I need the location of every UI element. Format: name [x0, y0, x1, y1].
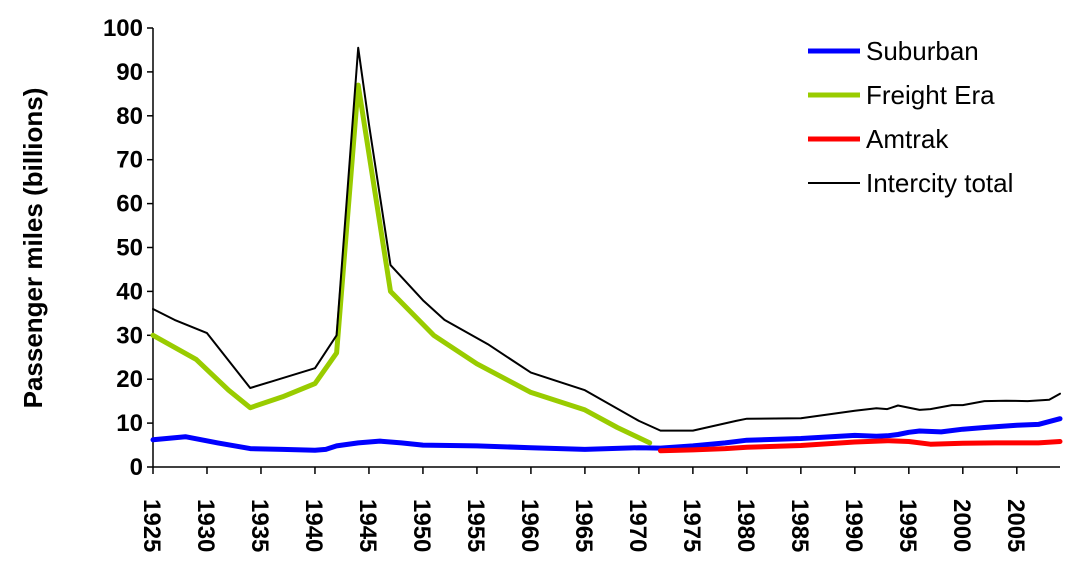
y-axis-label: Passenger miles (billions)	[18, 88, 48, 409]
y-tick-label: 70	[116, 147, 143, 174]
x-tick-label: 1940	[300, 499, 327, 552]
x-tick-label: 1985	[786, 499, 813, 552]
series-line-freight-era	[150, 82, 653, 446]
x-tick-label: 1955	[462, 499, 489, 552]
y-tick-label: 90	[116, 59, 143, 86]
x-tick-label: 1930	[192, 499, 219, 552]
x-tick-label: 1960	[516, 499, 543, 552]
x-tick-labels: 1925 1930 1935 1940 1945 1950 1955 1960 1965 1970…	[138, 499, 1029, 552]
series-line-amtrak	[658, 438, 1063, 454]
legend-label-intercity-total: Intercity total	[866, 168, 1013, 198]
x-tick-label: 1980	[732, 499, 759, 552]
x-tick-label: 1935	[246, 499, 273, 552]
x-tick-label: 2000	[948, 499, 975, 552]
x-tick-label: 2005	[1002, 499, 1029, 552]
y-tick-label: 40	[116, 278, 143, 305]
series-lines	[150, 46, 1063, 454]
x-tick-label: 1925	[138, 499, 165, 552]
y-tick-label: 10	[116, 410, 143, 437]
y-tick-label: 0	[130, 454, 143, 481]
y-tick-label: 20	[116, 366, 143, 393]
legend: Suburban Freight Era Amtrak Intercity total	[808, 36, 1013, 198]
y-tick-label: 50	[116, 235, 143, 262]
x-tick-label: 1970	[624, 499, 651, 552]
x-tick-label: 1950	[408, 499, 435, 552]
legend-label-amtrak: Amtrak	[866, 124, 949, 154]
legend-label-freight-era: Freight Era	[866, 80, 995, 110]
x-tick-label: 1945	[354, 499, 381, 552]
series-line-suburban	[150, 416, 1063, 453]
x-tick-label: 1975	[678, 499, 705, 552]
y-tick-labels: 0 10 20 30 40 50 60 70 80 90 100	[103, 15, 143, 481]
series-line-intercity-total	[152, 46, 1061, 432]
y-tick-label: 60	[116, 191, 143, 218]
y-tick-label: 80	[116, 103, 143, 130]
y-tick-label: 100	[103, 15, 143, 42]
x-tick-label: 1995	[894, 499, 921, 552]
axes	[147, 27, 1060, 474]
y-tick-label: 30	[116, 322, 143, 349]
x-tick-label: 1990	[840, 499, 867, 552]
x-tick-label: 1965	[570, 499, 597, 552]
legend-label-suburban: Suburban	[866, 36, 979, 66]
